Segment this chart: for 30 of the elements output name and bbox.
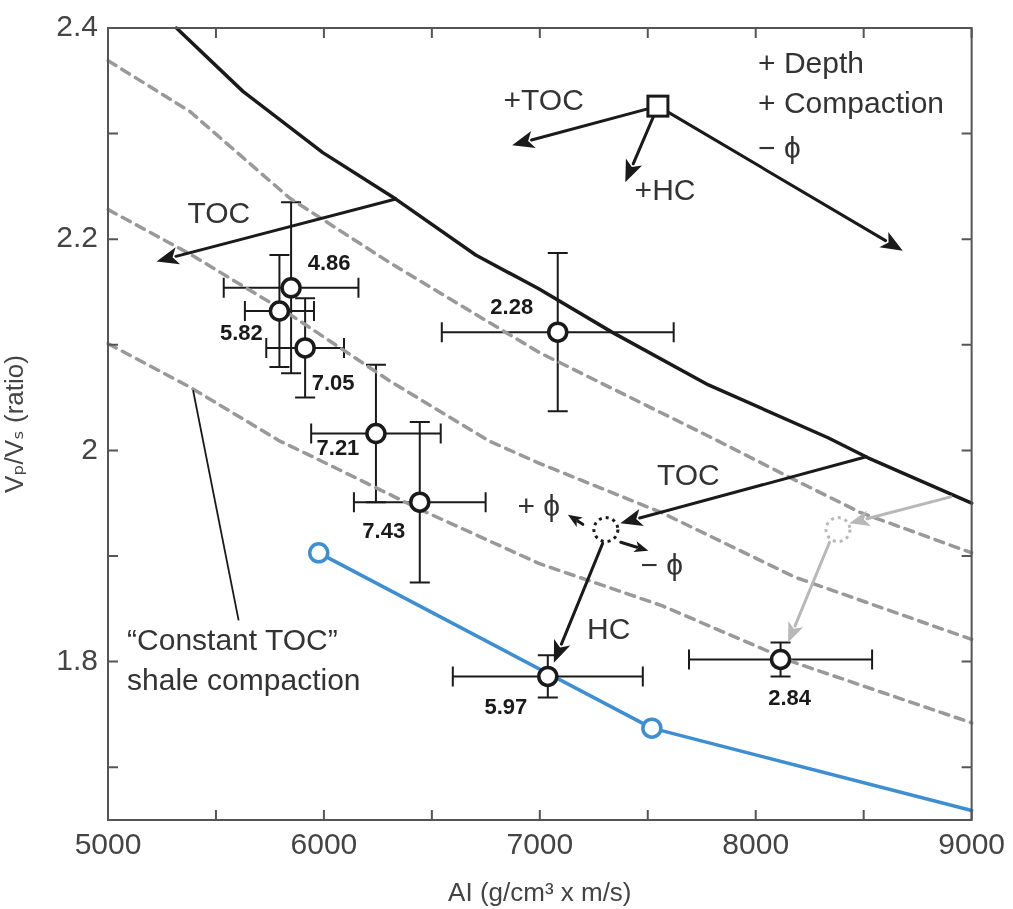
annotation: +HC [634,172,696,206]
y-tick-label: 2 [81,431,98,465]
x-tick-label: 8000 [722,827,790,861]
y-tick-label: 1.8 [56,642,98,676]
annotation: TOC [187,196,251,230]
y-tick-label: 2.4 [56,9,98,43]
annotation: 2.84 [768,684,812,710]
x-tick-label: 9000 [938,827,1006,861]
annotation: 7.21 [316,434,360,460]
x-tick-label: 6000 [290,827,358,861]
y-axis-title: Vₚ/Vₛ (ratio) [0,355,29,493]
annotation: + Compaction [758,86,945,120]
y-tick-label: 2.2 [56,220,98,254]
x-tick-label: 5000 [74,827,142,861]
annotation: HC [587,612,631,646]
annotation: − ϕ [758,130,801,164]
annotation: 7.05 [311,370,355,396]
annotation: + Depth [758,46,865,80]
annotation: +TOC [503,83,584,117]
annotation: 7.43 [362,518,406,544]
annotation: “Constant TOC” shale compaction [127,623,361,697]
annotation: + ϕ [517,488,561,522]
x-axis-title: AI (g/cm³ x m/s) [448,876,632,907]
annotation: − ϕ [640,547,684,581]
annotation: 5.97 [484,694,528,720]
annotation: 5.82 [220,320,263,346]
annotation: 2.28 [490,294,534,320]
x-tick-label: 7000 [506,827,574,861]
annotation: TOC [656,458,720,491]
annotation: 4.86 [307,249,351,275]
